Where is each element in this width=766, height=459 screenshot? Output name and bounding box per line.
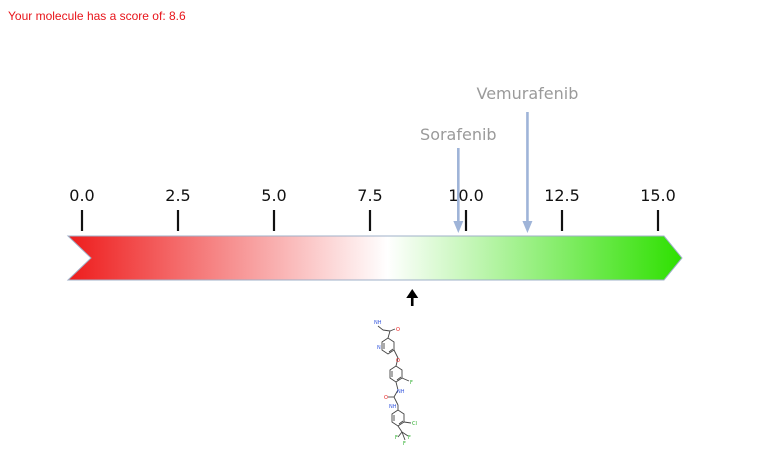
tick-label: 5.0 [261,186,286,205]
molecule-structure-image [377,325,412,441]
scale-ticks: 0.0 2.5 5.0 7.5 10.0 12.5 15.0 [69,186,676,231]
molecule-score-marker-icon [406,289,419,306]
atom-f-cf3-1: F [395,435,398,441]
tick-label: 10.0 [448,186,484,205]
score-text: Your molecule has a score of: 8.6 [8,9,186,23]
reference-label-vemurafenib: Vemurafenib [477,84,579,103]
score-gradient-bar [66,235,683,281]
atom-o-ether: O [396,358,400,364]
atom-cl: Cl [412,421,417,427]
atom-o-urea: O [384,395,388,401]
tick-label: 2.5 [165,186,190,205]
tick-label: 7.5 [357,186,382,205]
reference-markers: Sorafenib Vemurafenib [420,84,578,233]
atom-f-cf3-2: F [408,435,411,441]
molecule-structure-atoms: NH O N O F NH O NH Cl F F F [374,320,417,447]
atom-nh-methyl: NH [374,320,382,326]
tick-label: 15.0 [640,186,676,205]
atom-nh-urea-1: NH [397,389,405,395]
atom-o-amide: O [396,327,400,333]
atom-f: F [410,380,413,386]
atom-n-pyridine: N [377,345,381,351]
reference-arrow-head-icon [522,221,533,233]
atom-f-cf3-3: F [403,441,406,447]
reference-label-sorafenib: Sorafenib [420,125,497,144]
tick-label: 12.5 [544,186,580,205]
reference-arrow-head-icon [453,221,464,233]
tick-label: 0.0 [69,186,94,205]
atom-nh-urea-2: NH [389,404,397,410]
